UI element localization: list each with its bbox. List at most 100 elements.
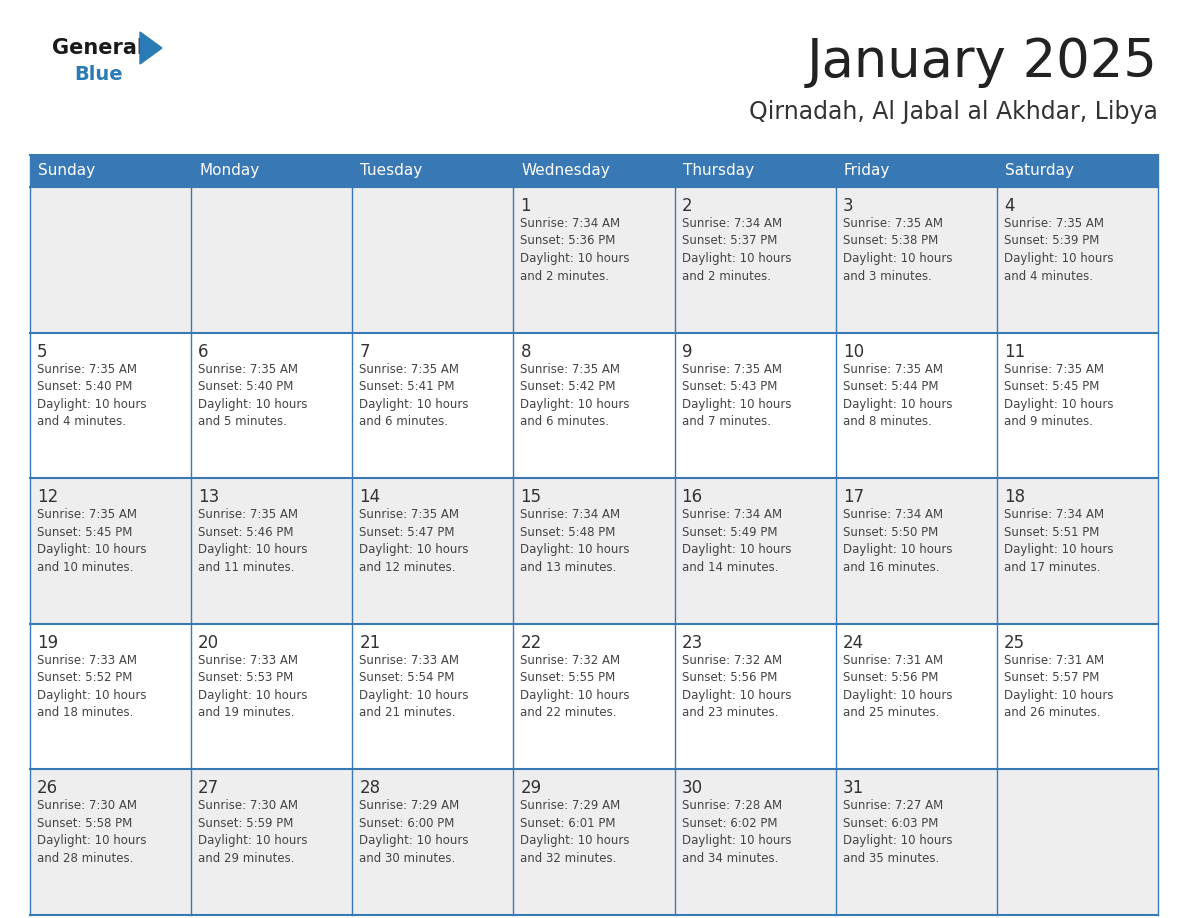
Text: Sunrise: 7:29 AM
Sunset: 6:01 PM
Daylight: 10 hours
and 32 minutes.: Sunrise: 7:29 AM Sunset: 6:01 PM Dayligh…: [520, 800, 630, 865]
Bar: [353, 769, 513, 915]
Bar: [835, 155, 997, 187]
Text: Sunrise: 7:35 AM
Sunset: 5:39 PM
Daylight: 10 hours
and 4 minutes.: Sunrise: 7:35 AM Sunset: 5:39 PM Dayligh…: [1004, 217, 1113, 283]
Bar: [997, 624, 1158, 769]
Bar: [513, 155, 675, 187]
Text: Sunrise: 7:35 AM
Sunset: 5:42 PM
Daylight: 10 hours
and 6 minutes.: Sunrise: 7:35 AM Sunset: 5:42 PM Dayligh…: [520, 363, 630, 428]
Bar: [513, 332, 675, 478]
Text: 8: 8: [520, 342, 531, 361]
Text: 20: 20: [198, 633, 220, 652]
Text: Sunrise: 7:32 AM
Sunset: 5:56 PM
Daylight: 10 hours
and 23 minutes.: Sunrise: 7:32 AM Sunset: 5:56 PM Dayligh…: [682, 654, 791, 720]
Text: 25: 25: [1004, 633, 1025, 652]
Bar: [513, 478, 675, 624]
Text: Sunrise: 7:35 AM
Sunset: 5:41 PM
Daylight: 10 hours
and 6 minutes.: Sunrise: 7:35 AM Sunset: 5:41 PM Dayligh…: [359, 363, 469, 428]
Text: 19: 19: [37, 633, 58, 652]
Text: 30: 30: [682, 779, 702, 798]
Text: Sunrise: 7:33 AM
Sunset: 5:52 PM
Daylight: 10 hours
and 18 minutes.: Sunrise: 7:33 AM Sunset: 5:52 PM Dayligh…: [37, 654, 146, 720]
Text: 21: 21: [359, 633, 380, 652]
Text: 16: 16: [682, 488, 702, 506]
Text: Sunrise: 7:34 AM
Sunset: 5:50 PM
Daylight: 10 hours
and 16 minutes.: Sunrise: 7:34 AM Sunset: 5:50 PM Dayligh…: [842, 509, 953, 574]
Bar: [513, 769, 675, 915]
Text: 9: 9: [682, 342, 693, 361]
Text: Sunrise: 7:33 AM
Sunset: 5:54 PM
Daylight: 10 hours
and 21 minutes.: Sunrise: 7:33 AM Sunset: 5:54 PM Dayligh…: [359, 654, 469, 720]
Bar: [353, 332, 513, 478]
Text: Saturday: Saturday: [1005, 163, 1074, 178]
Bar: [191, 478, 353, 624]
Text: Sunrise: 7:35 AM
Sunset: 5:40 PM
Daylight: 10 hours
and 5 minutes.: Sunrise: 7:35 AM Sunset: 5:40 PM Dayligh…: [198, 363, 308, 428]
Bar: [835, 187, 997, 332]
Text: 2: 2: [682, 197, 693, 215]
Text: Sunrise: 7:35 AM
Sunset: 5:47 PM
Daylight: 10 hours
and 12 minutes.: Sunrise: 7:35 AM Sunset: 5:47 PM Dayligh…: [359, 509, 469, 574]
Text: Sunrise: 7:30 AM
Sunset: 5:58 PM
Daylight: 10 hours
and 28 minutes.: Sunrise: 7:30 AM Sunset: 5:58 PM Dayligh…: [37, 800, 146, 865]
Text: Sunday: Sunday: [38, 163, 95, 178]
Text: 29: 29: [520, 779, 542, 798]
Bar: [191, 624, 353, 769]
Bar: [675, 769, 835, 915]
Bar: [353, 478, 513, 624]
Text: 17: 17: [842, 488, 864, 506]
Text: January 2025: January 2025: [807, 36, 1158, 88]
Text: 6: 6: [198, 342, 209, 361]
Text: Sunrise: 7:34 AM
Sunset: 5:36 PM
Daylight: 10 hours
and 2 minutes.: Sunrise: 7:34 AM Sunset: 5:36 PM Dayligh…: [520, 217, 630, 283]
Bar: [997, 769, 1158, 915]
Bar: [191, 332, 353, 478]
Bar: [30, 332, 191, 478]
Bar: [675, 478, 835, 624]
Bar: [191, 769, 353, 915]
Bar: [30, 769, 191, 915]
Bar: [835, 332, 997, 478]
Bar: [30, 187, 191, 332]
Text: Tuesday: Tuesday: [360, 163, 423, 178]
Text: 24: 24: [842, 633, 864, 652]
Bar: [513, 624, 675, 769]
Bar: [675, 187, 835, 332]
Text: Sunrise: 7:34 AM
Sunset: 5:51 PM
Daylight: 10 hours
and 17 minutes.: Sunrise: 7:34 AM Sunset: 5:51 PM Dayligh…: [1004, 509, 1113, 574]
Text: 1: 1: [520, 197, 531, 215]
Bar: [835, 624, 997, 769]
Text: Sunrise: 7:35 AM
Sunset: 5:38 PM
Daylight: 10 hours
and 3 minutes.: Sunrise: 7:35 AM Sunset: 5:38 PM Dayligh…: [842, 217, 953, 283]
Text: Sunrise: 7:31 AM
Sunset: 5:57 PM
Daylight: 10 hours
and 26 minutes.: Sunrise: 7:31 AM Sunset: 5:57 PM Dayligh…: [1004, 654, 1113, 720]
Text: Sunrise: 7:35 AM
Sunset: 5:45 PM
Daylight: 10 hours
and 9 minutes.: Sunrise: 7:35 AM Sunset: 5:45 PM Dayligh…: [1004, 363, 1113, 428]
Text: 5: 5: [37, 342, 48, 361]
Text: 10: 10: [842, 342, 864, 361]
Bar: [353, 187, 513, 332]
Text: Monday: Monday: [200, 163, 259, 178]
Text: Thursday: Thursday: [683, 163, 753, 178]
Text: Sunrise: 7:35 AM
Sunset: 5:40 PM
Daylight: 10 hours
and 4 minutes.: Sunrise: 7:35 AM Sunset: 5:40 PM Dayligh…: [37, 363, 146, 428]
Text: Sunrise: 7:33 AM
Sunset: 5:53 PM
Daylight: 10 hours
and 19 minutes.: Sunrise: 7:33 AM Sunset: 5:53 PM Dayligh…: [198, 654, 308, 720]
Text: 13: 13: [198, 488, 220, 506]
Text: Blue: Blue: [74, 64, 122, 84]
Text: 15: 15: [520, 488, 542, 506]
Bar: [675, 332, 835, 478]
Text: Sunrise: 7:28 AM
Sunset: 6:02 PM
Daylight: 10 hours
and 34 minutes.: Sunrise: 7:28 AM Sunset: 6:02 PM Dayligh…: [682, 800, 791, 865]
Text: Sunrise: 7:27 AM
Sunset: 6:03 PM
Daylight: 10 hours
and 35 minutes.: Sunrise: 7:27 AM Sunset: 6:03 PM Dayligh…: [842, 800, 953, 865]
Bar: [997, 187, 1158, 332]
Bar: [30, 155, 191, 187]
Bar: [30, 624, 191, 769]
Text: Sunrise: 7:29 AM
Sunset: 6:00 PM
Daylight: 10 hours
and 30 minutes.: Sunrise: 7:29 AM Sunset: 6:00 PM Dayligh…: [359, 800, 469, 865]
Text: 26: 26: [37, 779, 58, 798]
Bar: [353, 155, 513, 187]
Text: Sunrise: 7:34 AM
Sunset: 5:49 PM
Daylight: 10 hours
and 14 minutes.: Sunrise: 7:34 AM Sunset: 5:49 PM Dayligh…: [682, 509, 791, 574]
Text: General: General: [52, 38, 144, 58]
Text: 4: 4: [1004, 197, 1015, 215]
Text: Sunrise: 7:35 AM
Sunset: 5:44 PM
Daylight: 10 hours
and 8 minutes.: Sunrise: 7:35 AM Sunset: 5:44 PM Dayligh…: [842, 363, 953, 428]
Text: 18: 18: [1004, 488, 1025, 506]
Text: Friday: Friday: [843, 163, 890, 178]
Text: 23: 23: [682, 633, 703, 652]
Bar: [191, 187, 353, 332]
Bar: [675, 624, 835, 769]
Text: 7: 7: [359, 342, 369, 361]
Text: Sunrise: 7:32 AM
Sunset: 5:55 PM
Daylight: 10 hours
and 22 minutes.: Sunrise: 7:32 AM Sunset: 5:55 PM Dayligh…: [520, 654, 630, 720]
Text: 14: 14: [359, 488, 380, 506]
Text: Wednesday: Wednesday: [522, 163, 611, 178]
Bar: [30, 478, 191, 624]
Text: Sunrise: 7:30 AM
Sunset: 5:59 PM
Daylight: 10 hours
and 29 minutes.: Sunrise: 7:30 AM Sunset: 5:59 PM Dayligh…: [198, 800, 308, 865]
Text: Sunrise: 7:34 AM
Sunset: 5:48 PM
Daylight: 10 hours
and 13 minutes.: Sunrise: 7:34 AM Sunset: 5:48 PM Dayligh…: [520, 509, 630, 574]
Text: 28: 28: [359, 779, 380, 798]
Bar: [997, 155, 1158, 187]
Text: 22: 22: [520, 633, 542, 652]
Bar: [997, 478, 1158, 624]
Bar: [513, 187, 675, 332]
Text: Sunrise: 7:35 AM
Sunset: 5:43 PM
Daylight: 10 hours
and 7 minutes.: Sunrise: 7:35 AM Sunset: 5:43 PM Dayligh…: [682, 363, 791, 428]
Text: 27: 27: [198, 779, 220, 798]
